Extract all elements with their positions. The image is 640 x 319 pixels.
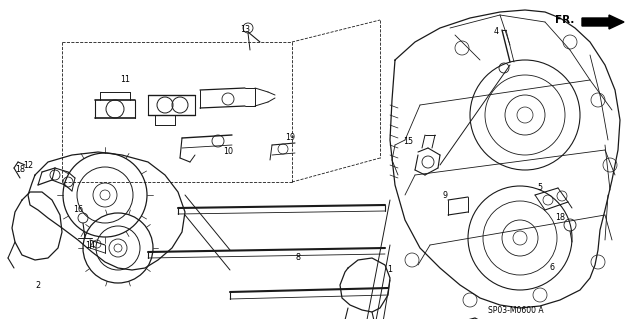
Text: 6: 6 [550,263,554,272]
Text: 15: 15 [403,137,413,146]
Text: 14: 14 [85,241,95,249]
Text: 10: 10 [223,147,233,157]
FancyArrow shape [582,15,624,29]
Text: 5: 5 [538,183,543,192]
Text: 13: 13 [240,26,250,34]
Text: 4: 4 [493,27,499,36]
Text: 19: 19 [285,133,295,143]
Text: 2: 2 [35,280,40,290]
Text: 1: 1 [387,265,392,275]
Text: SP03-M0600 A: SP03-M0600 A [488,306,543,315]
Text: 16: 16 [73,205,83,214]
Text: 8: 8 [296,254,301,263]
Text: 18: 18 [15,166,25,174]
Text: 12: 12 [23,160,33,169]
Text: 11: 11 [120,76,130,85]
Text: FR.: FR. [555,15,574,25]
Text: 9: 9 [442,190,447,199]
Text: 18: 18 [555,213,565,222]
